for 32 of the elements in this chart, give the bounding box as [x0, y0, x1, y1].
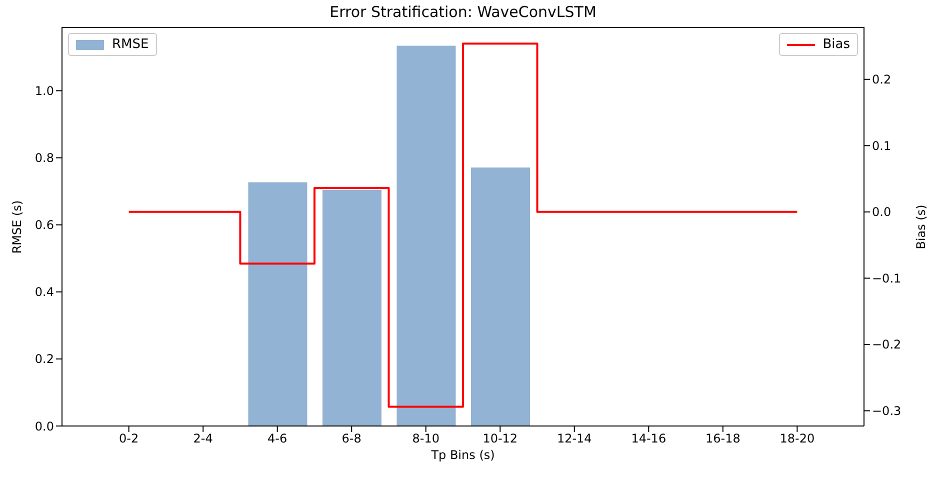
legend-label: RMSE — [112, 37, 149, 52]
x-tick-label: 2-4 — [193, 432, 213, 446]
y2-tick-label: 0.2 — [872, 72, 892, 87]
y-axis-title: RMSE (s) — [10, 200, 24, 254]
y2-tick-label: 0.1 — [872, 138, 892, 153]
y-tick-label: 1.0 — [34, 84, 54, 98]
chart-title: Error Stratification: WaveConvLSTM — [328, 3, 598, 21]
bar — [322, 190, 382, 426]
y-tick-label: 0.8 — [34, 151, 54, 166]
x-tick-label: 18-20 — [780, 432, 815, 446]
x-tick-label: 8-10 — [412, 432, 440, 446]
legend-label: Bias — [822, 37, 850, 52]
y-tick-label: 0.0 — [34, 419, 54, 434]
y2-tick-label: −0.1 — [872, 271, 902, 286]
bar — [471, 167, 530, 426]
y-tick-label: 0.4 — [34, 285, 54, 300]
bar — [396, 46, 456, 426]
x-tick-label: 0-2 — [119, 432, 139, 446]
y2-tick-label: 0.0 — [872, 205, 892, 220]
y2-tick-label: −0.3 — [872, 404, 902, 418]
x-tick-label: 6-8 — [342, 432, 362, 446]
x-tick-label: 10-12 — [482, 432, 518, 446]
x-tick-label: 16-18 — [705, 432, 740, 446]
y-tick-label: 0.6 — [34, 218, 54, 232]
x-tick-label: 12-14 — [556, 432, 592, 446]
bar — [248, 182, 308, 426]
y2-axis-title: Bias (s) — [914, 204, 928, 249]
y-tick-label: 0.2 — [34, 352, 54, 366]
x-axis-title: Tp Bins (s) — [430, 448, 495, 462]
y2-tick-label: −0.2 — [872, 338, 902, 352]
x-tick-label: 4-6 — [268, 432, 288, 446]
x-tick-label: 14-16 — [631, 432, 666, 446]
